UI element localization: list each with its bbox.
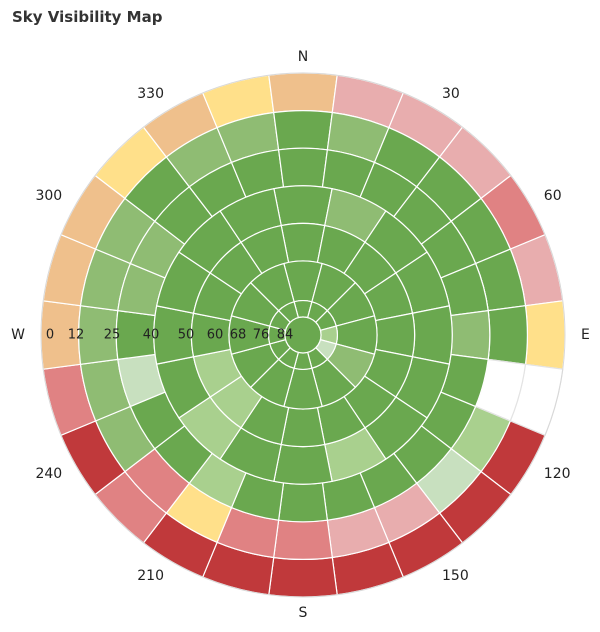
altitude-label-2: 25 (104, 328, 121, 343)
altitude-label-5: 60 (207, 328, 224, 343)
cell-ring-1-sector-30 (487, 305, 528, 365)
altitude-label-4: 50 (178, 328, 195, 343)
cell-ring-0-sector-30 (524, 300, 566, 370)
angle-label-6: S (299, 605, 308, 621)
cell-ring-3-sector-8 (273, 443, 333, 485)
angle-label-3: E (581, 327, 590, 343)
angle-label-9: W (11, 327, 25, 343)
altitude-label-6: 68 (230, 328, 247, 343)
angle-label-4: 120 (544, 466, 571, 482)
cell-ring-3-sector-4 (411, 305, 453, 365)
cell-ring-8-sector-0 (284, 316, 322, 354)
cell-ring-2-sector-24 (277, 147, 329, 188)
cell-ring-1-sector-24 (273, 110, 333, 151)
cell-ring-2-sector-12 (277, 482, 329, 523)
angle-label-1: 30 (442, 86, 460, 102)
altitude-label-8: 84 (277, 328, 294, 343)
angle-label-0: N (298, 49, 308, 65)
angle-label-10: 300 (35, 188, 62, 204)
cell-ring-0-sector-12 (268, 556, 338, 598)
angle-label-2: 60 (544, 188, 562, 204)
outer-boundary (40, 72, 566, 598)
altitude-label-7: 76 (253, 328, 270, 343)
cell-ring-0-sector-24 (268, 72, 338, 114)
cell-ring-1-sector-12 (273, 519, 333, 560)
cell-ring-2-sector-30 (450, 309, 491, 361)
visibility-cells (40, 72, 566, 598)
angle-label-5: 150 (442, 568, 469, 584)
altitude-label-1: 12 (68, 328, 85, 343)
angle-label-11: 330 (137, 86, 164, 102)
angle-label-8: 240 (35, 466, 62, 482)
chart-title: Sky Visibility Map (12, 8, 163, 26)
altitude-label-0: 0 (46, 328, 54, 343)
cell-ring-3-sector-0 (273, 185, 333, 227)
tick-labels: N 30 60 E 120 150 S 210 240 W 300 330 0 12 25 40 50 60 68 7… (11, 49, 590, 621)
angle-label-7: 210 (137, 568, 164, 584)
altitude-label-3: 40 (143, 328, 160, 343)
